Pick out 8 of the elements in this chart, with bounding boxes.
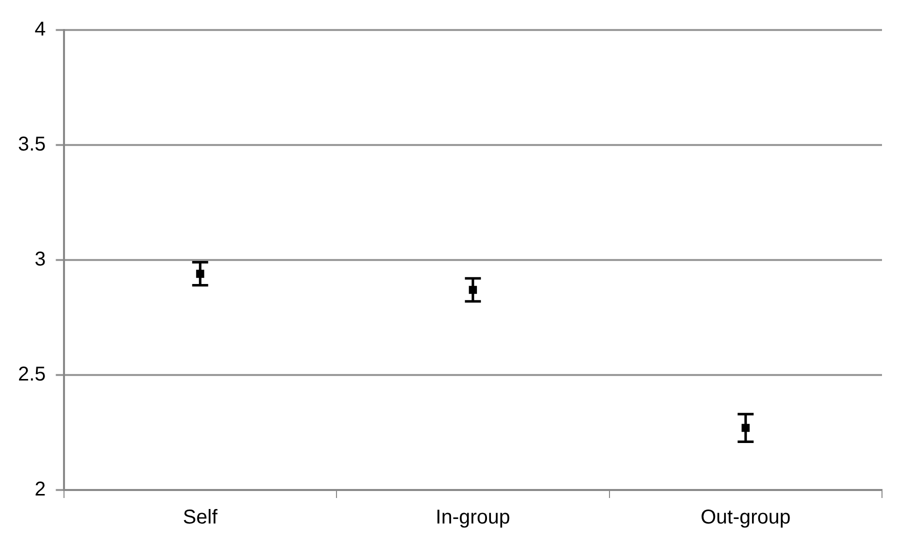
x-tick-label: Out-group	[700, 506, 791, 529]
x-tick-label: In-group	[436, 506, 510, 529]
y-tick-label: 4	[34, 18, 46, 41]
y-tick-label: 2	[34, 478, 46, 501]
y-tick-label: 2.5	[18, 364, 46, 386]
x-tick-label: Self	[182, 506, 218, 529]
y-tick-label: 3	[34, 248, 46, 271]
y-tick-label: 3.5	[18, 134, 46, 156]
